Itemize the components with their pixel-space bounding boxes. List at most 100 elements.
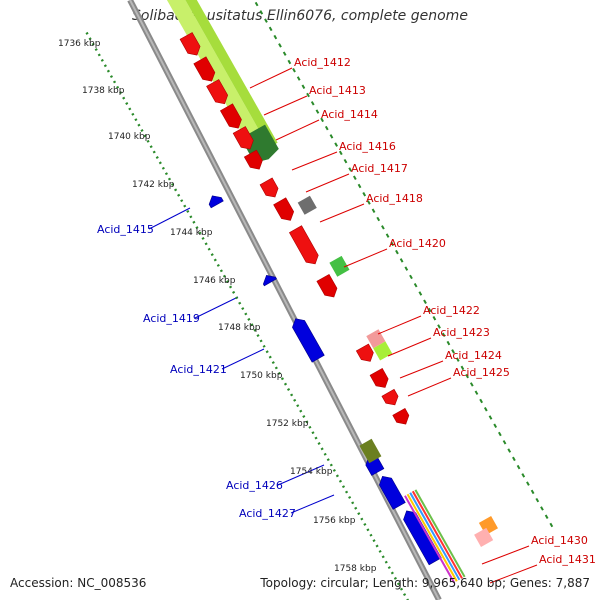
reverse-tick-mark xyxy=(250,323,254,327)
forward-tick-mark xyxy=(469,382,474,387)
label-connector-reverse xyxy=(148,207,191,230)
gene-arrow-forward xyxy=(369,367,389,388)
forward-tick-mark xyxy=(488,415,493,420)
forward-tick-mark xyxy=(455,357,460,362)
forward-tick-mark xyxy=(460,365,465,371)
reverse-tick-mark xyxy=(256,334,260,338)
reverse-tick-mark xyxy=(186,209,190,213)
reverse-tick-mark xyxy=(302,415,306,418)
reverse-tick-mark xyxy=(198,231,202,235)
kbp-tick-label: 1754 kbp xyxy=(290,467,333,477)
gene-label-forward: Acid_1431 xyxy=(539,553,596,566)
forward-tick-mark xyxy=(498,431,502,437)
gene-arrow-forward xyxy=(288,225,319,265)
reverse-tick-mark xyxy=(259,339,263,343)
reverse-tick-mark xyxy=(174,188,178,192)
reverse-tick-mark xyxy=(125,102,129,105)
reverse-tick-mark xyxy=(152,150,156,154)
feature-block xyxy=(185,0,278,148)
forward-tick-mark xyxy=(483,406,488,412)
gene-arrow-forward xyxy=(259,177,279,198)
reverse-tick-mark xyxy=(140,129,144,132)
kbp-tick-label: 1746 kbp xyxy=(193,276,236,286)
forward-tick-mark xyxy=(474,390,479,395)
label-connector-forward xyxy=(249,67,293,89)
reverse-tick-mark xyxy=(103,64,107,68)
forward-tick-mark xyxy=(343,158,348,164)
accession-text: Accession: NC_008536 xyxy=(10,576,147,590)
forward-tick-mark xyxy=(381,225,385,230)
label-connector-forward xyxy=(387,337,432,357)
forward-tick-mark xyxy=(409,274,413,280)
feature-block xyxy=(240,124,279,163)
gene-box-forward xyxy=(297,195,317,215)
reverse-tick-mark xyxy=(366,528,370,532)
feature-layer xyxy=(127,0,498,600)
reverse-tick-mark xyxy=(290,393,294,397)
forward-tick-mark xyxy=(507,448,512,453)
reverse-tick-mark xyxy=(201,236,205,240)
gene-label-forward: Acid_1422 xyxy=(423,304,480,317)
forward-tick-mark xyxy=(315,109,320,114)
label-connector-forward xyxy=(319,203,365,223)
reverse-tick-mark xyxy=(320,447,324,451)
forward-tick-mark xyxy=(427,307,432,313)
reverse-tick-mark xyxy=(378,549,382,553)
label-connector-forward xyxy=(489,564,538,584)
kbp-tick-label: 1750 kbp xyxy=(240,371,283,381)
reverse-tick-mark xyxy=(393,576,397,580)
reverse-tick-mark xyxy=(311,431,315,435)
gene-label-reverse: Acid_1427 xyxy=(239,507,296,520)
kbp-tick-label: 1758 kbp xyxy=(334,564,377,574)
gene-arrow-forward xyxy=(392,407,410,425)
reverse-tick-mark xyxy=(91,42,95,46)
reverse-tick-mark xyxy=(384,560,388,564)
reverse-tick-mark xyxy=(128,107,132,111)
reverse-tick-mark xyxy=(161,166,165,170)
gene-stripe xyxy=(404,495,456,584)
map-title: Solibacter usitatus Ellin6076, complete … xyxy=(132,8,468,24)
forward-tick-mark xyxy=(502,440,507,445)
reverse-tick-mark xyxy=(213,258,217,262)
reverse-tick-mark xyxy=(293,398,297,402)
reverse-tick-mark xyxy=(204,242,208,246)
label-connector-forward xyxy=(399,360,444,379)
gene-label-forward: Acid_1418 xyxy=(366,192,423,205)
gene-label-reverse: Acid_1419 xyxy=(143,312,200,325)
label-connector-reverse xyxy=(290,494,335,514)
reverse-tick-mark xyxy=(265,350,269,354)
reverse-tick-mark xyxy=(94,48,98,52)
label-connector-reverse xyxy=(221,348,265,370)
kbp-tick-label: 1752 kbp xyxy=(266,419,309,429)
reverse-tick-mark xyxy=(164,172,168,176)
gene-stripe xyxy=(409,492,461,581)
gene-label-forward: Acid_1412 xyxy=(294,56,351,69)
label-connector-forward xyxy=(263,95,308,116)
reverse-tick-mark xyxy=(277,371,281,375)
forward-tick-mark xyxy=(432,316,437,321)
reverse-tick-mark xyxy=(225,280,230,284)
forward-tick-mark xyxy=(362,192,367,197)
gene-label-reverse: Acid_1421 xyxy=(170,363,227,376)
gene-box-reverse xyxy=(359,438,382,464)
label-connector-forward xyxy=(343,248,388,268)
reverse-tick-mark xyxy=(329,463,333,467)
reverse-tick-mark xyxy=(351,501,355,505)
gene-label-forward: Acid_1420 xyxy=(389,237,446,250)
forward-tick-mark xyxy=(259,10,264,15)
reverse-tick-mark xyxy=(308,425,312,429)
reverse-tick-mark xyxy=(180,199,184,203)
label-connector-reverse xyxy=(277,464,325,486)
forward-tick-mark xyxy=(348,167,353,172)
forward-tick-mark xyxy=(357,183,362,189)
reverse-tick-mark xyxy=(210,253,214,257)
reverse-tick-mark xyxy=(192,220,196,224)
reverse-tick-mark xyxy=(381,555,385,559)
reverse-tick-mark xyxy=(387,566,391,570)
gene-stripe xyxy=(406,493,458,582)
kbp-tick-label: 1744 kbp xyxy=(170,228,213,238)
forward-tick-mark xyxy=(385,233,390,238)
reverse-tick-mark xyxy=(372,539,376,543)
forward-tick-mark xyxy=(526,481,530,486)
gene-label-forward: Acid_1414 xyxy=(321,108,378,121)
